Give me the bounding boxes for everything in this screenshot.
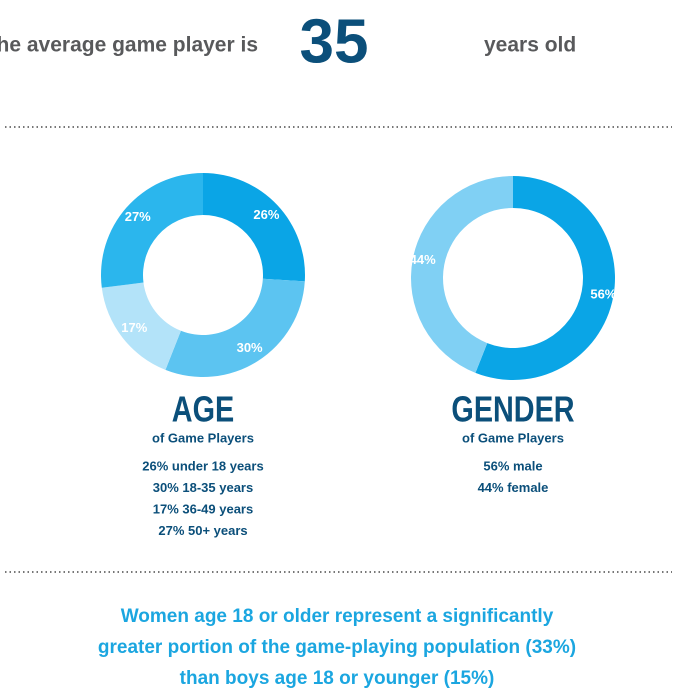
- detail-line: 27% 50+ years: [158, 523, 247, 538]
- donut-segment: [165, 278, 305, 377]
- headline-number: 35: [300, 7, 369, 76]
- footer-line: than boys age 18 or younger (15%): [180, 668, 495, 689]
- headline-text: years old: [484, 34, 576, 57]
- chart-title: GENDER: [451, 388, 574, 429]
- chart-subtitle: of Game Players: [152, 430, 254, 445]
- chart-subtitle: of Game Players: [462, 430, 564, 445]
- donut-segment: [410, 176, 513, 373]
- detail-line: 56% male: [483, 458, 542, 473]
- footer-line: Women age 18 or older represent a signif…: [121, 606, 554, 627]
- data-label: 27%: [125, 209, 151, 224]
- chart-title: AGE: [172, 388, 234, 429]
- headline-text: The average game player is: [0, 34, 258, 57]
- detail-line: 17% 36-49 years: [153, 501, 253, 516]
- donut-segment: [101, 173, 203, 288]
- data-label: 30%: [237, 340, 263, 355]
- data-label: 17%: [121, 320, 147, 335]
- donut-segment: [203, 173, 305, 282]
- detail-line: 26% under 18 years: [142, 458, 263, 473]
- donut-segment: [101, 282, 181, 370]
- footer-line: greater portion of the game-playing popu…: [98, 637, 576, 658]
- detail-line: 30% 18-35 years: [153, 480, 253, 495]
- detail-line: 44% female: [478, 480, 549, 495]
- donut-segment: [475, 176, 615, 380]
- data-label: 26%: [253, 207, 279, 222]
- data-label: 56%: [590, 287, 616, 302]
- data-label: 44%: [410, 252, 436, 267]
